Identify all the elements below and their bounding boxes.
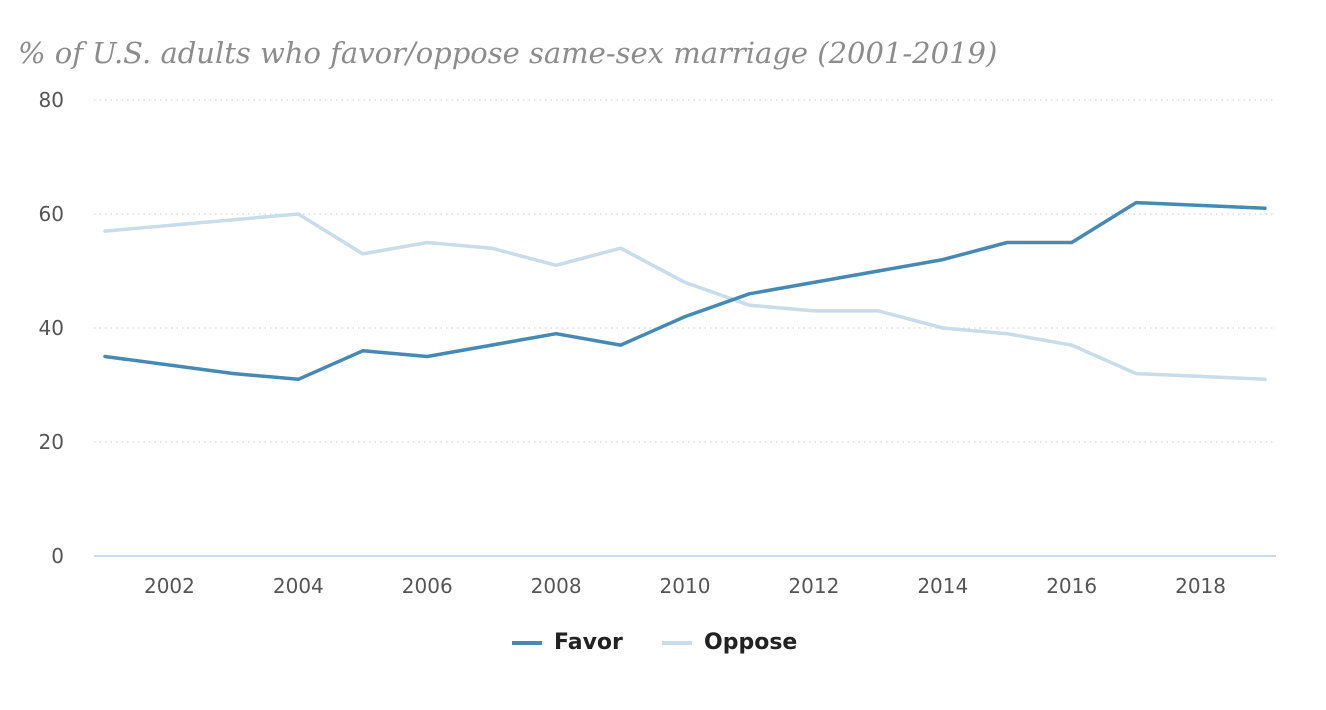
series-line-favor [103, 200, 1267, 382]
x-tick-label: 2018 [1175, 574, 1226, 598]
x-tick-label: 2016 [1046, 574, 1097, 598]
y-tick-label: 60 [39, 202, 64, 226]
legend-item-favor: Favor [512, 630, 623, 655]
chart-title: % of U.S. adults who favor/oppose same-s… [18, 36, 998, 70]
x-tick-label: 2010 [660, 574, 711, 598]
series-line-oppose [103, 212, 1267, 382]
x-tick-label: 2004 [273, 574, 324, 598]
y-axis: 0 20 40 60 80 [39, 88, 64, 568]
x-axis: 2002 2004 2006 2008 2010 2012 2014 2016 2018 [144, 574, 1226, 598]
y-tick-label: 40 [39, 316, 64, 340]
legend-item-oppose: Oppose [662, 630, 797, 655]
x-tick-label: 2006 [402, 574, 453, 598]
x-tick-label: 2014 [917, 574, 968, 598]
legend-label-favor: Favor [554, 630, 623, 655]
y-tick-label: 0 [51, 544, 64, 568]
gridlines [94, 99, 1276, 443]
legend-label-oppose: Oppose [704, 630, 798, 655]
legend-swatch-favor [512, 640, 542, 645]
legend-swatch-oppose [662, 640, 692, 645]
x-tick-label: 2008 [531, 574, 582, 598]
y-tick-label: 80 [39, 88, 64, 112]
x-tick-label: 2012 [788, 574, 839, 598]
y-tick-label: 20 [39, 430, 64, 454]
series-lines [103, 200, 1267, 382]
x-tick-label: 2002 [144, 574, 195, 598]
legend: Favor Oppose [0, 630, 1326, 670]
